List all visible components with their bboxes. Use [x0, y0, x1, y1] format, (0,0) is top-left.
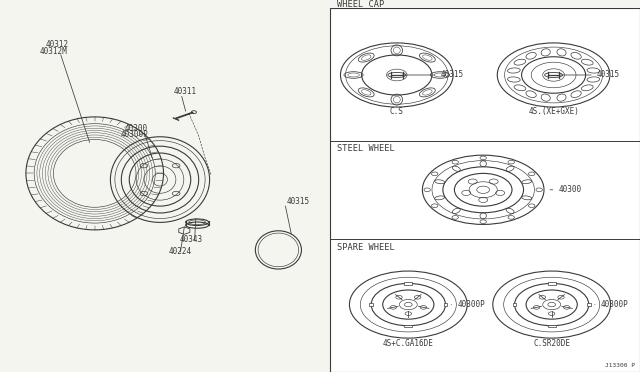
Text: 40300P: 40300P: [120, 130, 148, 139]
Text: 40224: 40224: [169, 247, 192, 256]
Text: J13300 P: J13300 P: [605, 363, 635, 368]
Text: 40300P: 40300P: [458, 300, 485, 309]
Bar: [513, 303, 516, 307]
Text: STEEL WHEEL: STEEL WHEEL: [337, 144, 395, 153]
Text: 4S.(XE+GXE): 4S.(XE+GXE): [528, 107, 579, 116]
Text: 40312: 40312: [46, 39, 69, 49]
Bar: [548, 325, 556, 327]
Bar: [444, 303, 447, 307]
Text: 4S+C.GA16DE: 4S+C.GA16DE: [383, 339, 434, 348]
Bar: [587, 303, 591, 307]
Text: 40311: 40311: [174, 87, 197, 96]
Text: 40312M: 40312M: [39, 47, 67, 56]
Text: 40315: 40315: [597, 70, 620, 80]
Text: WHEEL CAP: WHEEL CAP: [337, 0, 385, 9]
Text: C.SR20DE: C.SR20DE: [533, 339, 570, 348]
Text: 40300: 40300: [125, 124, 148, 133]
Text: SPARE WHEEL: SPARE WHEEL: [337, 243, 395, 251]
Text: 40315: 40315: [287, 198, 310, 206]
Bar: [548, 282, 556, 285]
Text: 40315: 40315: [440, 70, 463, 80]
Text: 40300: 40300: [559, 185, 582, 194]
Text: C.S: C.S: [390, 107, 404, 116]
Bar: [404, 282, 412, 285]
Bar: [369, 303, 373, 307]
Bar: [404, 325, 412, 327]
Text: 40343: 40343: [179, 234, 202, 244]
Text: 40300P: 40300P: [601, 300, 628, 309]
Bar: [330, 7, 640, 372]
